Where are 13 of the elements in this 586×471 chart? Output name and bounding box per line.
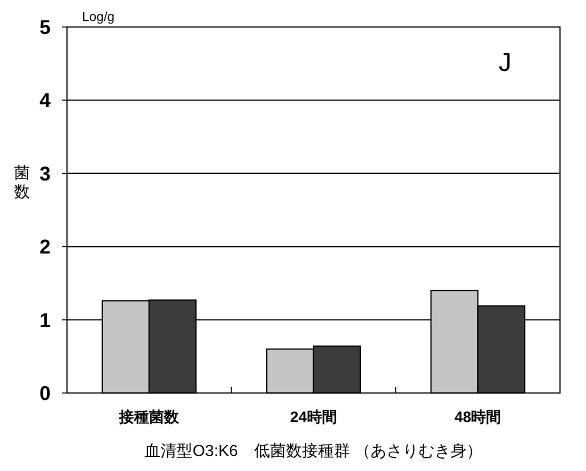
x-tick-label: 48時間	[454, 409, 502, 426]
text: Log/g	[82, 9, 115, 24]
y-tick-label: 3	[39, 163, 51, 186]
y-tick-label: 0	[39, 383, 51, 405]
x-axis-title: 血清型O3:K6 低菌数接種群 （あさりむき身）	[144, 442, 482, 460]
y-axis-title: 菌数	[14, 164, 30, 201]
y-tick-label: 1	[39, 310, 51, 332]
x-tick-label: 24時間	[290, 409, 337, 426]
y-tick-label: 4	[39, 90, 52, 112]
y-tick-label: 5	[39, 17, 51, 39]
x-tick-label: 接種菌数	[118, 409, 180, 426]
annotation: J	[498, 47, 512, 77]
y-tick-label: 2	[39, 236, 51, 259]
